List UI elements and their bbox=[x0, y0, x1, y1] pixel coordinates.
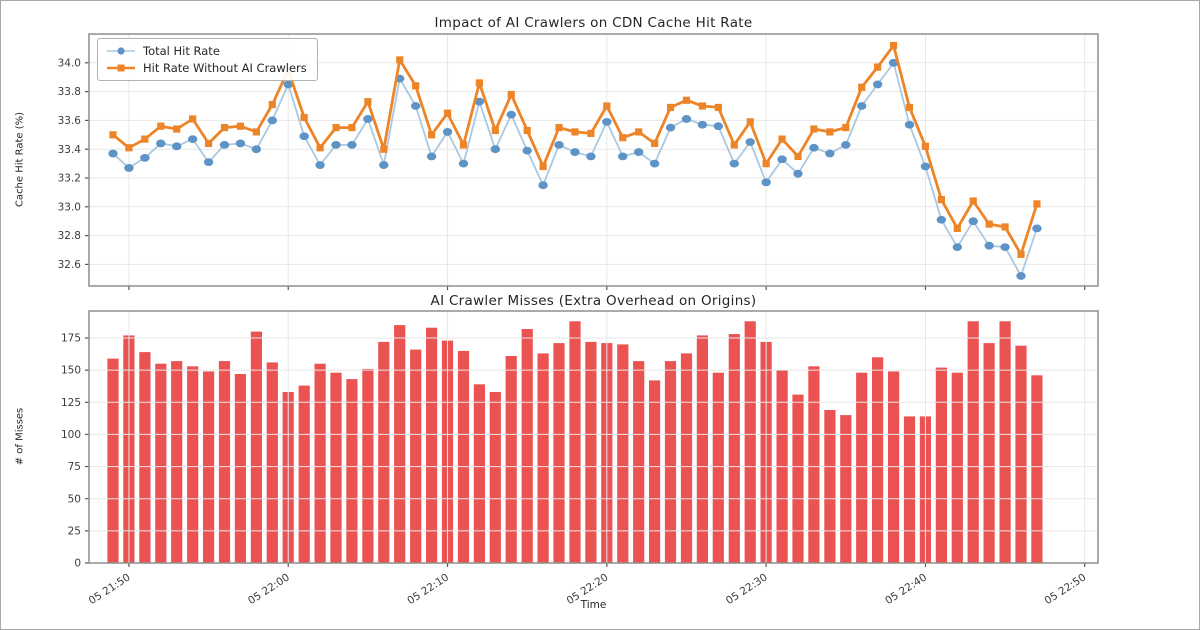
miss-bar bbox=[696, 335, 708, 563]
miss-bar bbox=[840, 415, 852, 563]
miss-bar bbox=[457, 350, 470, 563]
miss-bar bbox=[346, 379, 358, 563]
miss-bar bbox=[203, 371, 215, 563]
miss-bar bbox=[617, 344, 629, 563]
svg-text:34.0: 34.0 bbox=[58, 57, 81, 69]
svg-text:33.2: 33.2 bbox=[58, 173, 81, 185]
miss-bar bbox=[792, 394, 804, 563]
series-total-hit-rate bbox=[108, 58, 1042, 280]
miss-bar bbox=[155, 363, 167, 563]
miss-bar bbox=[903, 416, 916, 563]
hit-rate-y-axis-label: Cache Hit Rate (%) bbox=[14, 111, 26, 208]
legend-swatch-total-line-icon bbox=[107, 47, 135, 55]
miss-bar bbox=[649, 380, 661, 563]
miss-bar bbox=[218, 361, 231, 563]
miss-bar bbox=[888, 371, 900, 563]
miss-bar bbox=[983, 343, 995, 563]
miss-bar bbox=[266, 362, 278, 563]
miss-bar bbox=[1031, 375, 1043, 563]
miss-bar bbox=[505, 356, 517, 563]
series-hit-rate-without-ai-crawlers bbox=[109, 41, 1041, 258]
legend-item-without-crawlers: Hit Rate Without AI Crawlers bbox=[106, 61, 307, 75]
miss-bar bbox=[330, 372, 342, 563]
miss-bar bbox=[951, 372, 963, 563]
misses-chart-title: AI Crawler Misses (Extra Overhead on Ori… bbox=[430, 293, 757, 309]
miss-bar bbox=[426, 327, 438, 563]
legend-item-total-hit-rate: Total Hit Rate bbox=[106, 44, 307, 58]
miss-bar bbox=[234, 374, 246, 563]
miss-bar bbox=[362, 368, 374, 563]
svg-text:50: 50 bbox=[68, 493, 81, 505]
hit-rate-plot-area: 32.6 32.8 33.0 33.2 33.4 33.6 33.8 34.0 bbox=[58, 33, 1099, 290]
miss-bar bbox=[1015, 345, 1027, 563]
legend: Total Hit Rate Hit Rate Without AI Crawl… bbox=[97, 38, 318, 81]
miss-bar bbox=[378, 341, 390, 563]
svg-text:125: 125 bbox=[61, 397, 81, 409]
y-tick-labels: 32.6 32.8 33.0 33.2 33.4 33.6 33.8 34.0 bbox=[58, 57, 89, 271]
miss-bar bbox=[521, 329, 533, 563]
svg-text:150: 150 bbox=[61, 365, 81, 377]
miss-bar bbox=[298, 385, 310, 563]
miss-bar bbox=[712, 372, 724, 563]
miss-bar bbox=[569, 321, 581, 563]
svg-text:33.0: 33.0 bbox=[58, 201, 81, 213]
miss-bar bbox=[824, 410, 836, 563]
miss-bar bbox=[808, 366, 820, 563]
miss-bar bbox=[585, 341, 597, 563]
miss-bar bbox=[680, 353, 693, 563]
miss-bar bbox=[537, 353, 549, 563]
miss-bar bbox=[967, 321, 979, 563]
svg-text:100: 100 bbox=[61, 429, 81, 441]
legend-label-without: Hit Rate Without AI Crawlers bbox=[143, 61, 307, 75]
miss-bar bbox=[314, 363, 326, 563]
svg-text:75: 75 bbox=[68, 461, 81, 473]
svg-text:32.8: 32.8 bbox=[58, 230, 81, 242]
miss-bar bbox=[935, 367, 947, 563]
miss-bar bbox=[171, 361, 183, 563]
svg-text:175: 175 bbox=[61, 333, 81, 345]
plot-spines bbox=[88, 33, 1099, 287]
miss-bar bbox=[139, 352, 151, 563]
svg-text:0: 0 bbox=[74, 558, 81, 570]
miss-bar bbox=[633, 361, 645, 563]
svg-text:25: 25 bbox=[68, 525, 81, 537]
miss-bar bbox=[728, 334, 740, 563]
y-tick-labels: 0 25 50 75 100 125 150 175 bbox=[61, 333, 89, 570]
svg-text:33.4: 33.4 bbox=[58, 144, 82, 156]
miss-bar bbox=[664, 361, 677, 563]
miss-bar bbox=[187, 366, 199, 563]
legend-swatch-without-line-icon bbox=[107, 64, 135, 72]
svg-text:33.8: 33.8 bbox=[58, 86, 81, 98]
miss-bars bbox=[107, 321, 1043, 563]
legend-label-total: Total Hit Rate bbox=[143, 44, 220, 58]
miss-bar bbox=[744, 321, 756, 563]
x-axis-label: Time bbox=[580, 599, 607, 611]
miss-bar bbox=[107, 358, 119, 563]
misses-y-axis-label: # of Misses bbox=[14, 407, 26, 466]
miss-bar bbox=[999, 321, 1011, 563]
svg-text:33.6: 33.6 bbox=[58, 115, 82, 127]
svg-text:32.6: 32.6 bbox=[58, 259, 82, 271]
plot-spines bbox=[88, 310, 1099, 564]
miss-bar bbox=[410, 349, 422, 563]
miss-bar bbox=[394, 325, 406, 563]
miss-bar bbox=[489, 392, 501, 563]
miss-bar bbox=[872, 357, 884, 563]
miss-bar bbox=[553, 343, 565, 563]
miss-bar bbox=[856, 372, 868, 563]
miss-bar bbox=[250, 331, 262, 563]
hit-rate-chart-title: Impact of AI Crawlers on CDN Cache Hit R… bbox=[434, 15, 753, 31]
miss-bar bbox=[473, 384, 485, 563]
